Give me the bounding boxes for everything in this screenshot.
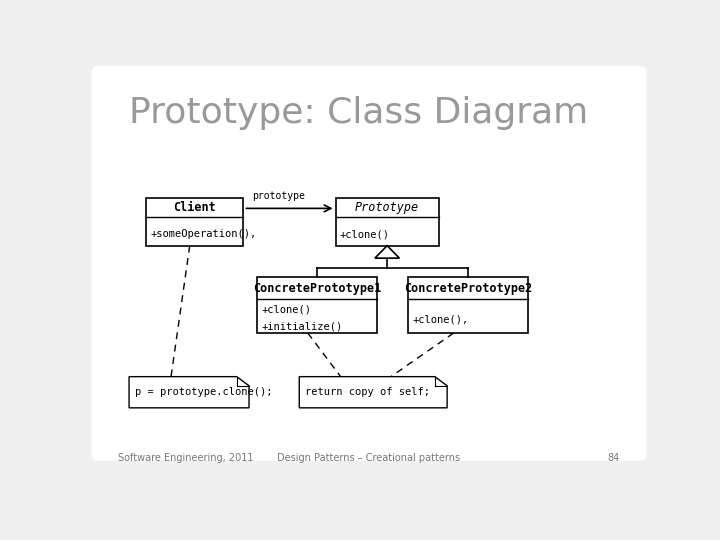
Text: 84: 84 xyxy=(608,453,620,463)
Text: ConcretePrototype1: ConcretePrototype1 xyxy=(253,281,382,295)
Text: Client: Client xyxy=(174,201,216,214)
Text: p = prototype.clone();: p = prototype.clone(); xyxy=(135,387,272,397)
Text: Prototype: Prototype xyxy=(355,201,419,214)
Text: Prototype: Class Diagram: Prototype: Class Diagram xyxy=(129,96,588,130)
Bar xyxy=(145,198,243,246)
Bar xyxy=(258,277,377,333)
Bar xyxy=(336,198,438,246)
Text: +someOperation(),: +someOperation(), xyxy=(150,229,256,239)
FancyBboxPatch shape xyxy=(91,66,647,461)
Polygon shape xyxy=(375,246,400,258)
Text: +clone(): +clone() xyxy=(262,305,312,314)
Text: ConcretePrototype2: ConcretePrototype2 xyxy=(404,281,532,295)
Bar xyxy=(408,277,528,333)
Text: +clone(): +clone() xyxy=(340,229,390,239)
Text: Design Patterns – Creational patterns: Design Patterns – Creational patterns xyxy=(277,453,461,463)
Polygon shape xyxy=(300,377,447,408)
Text: prototype: prototype xyxy=(252,191,305,201)
Text: return copy of self;: return copy of self; xyxy=(305,387,430,397)
Text: +initialize(): +initialize() xyxy=(262,321,343,331)
Polygon shape xyxy=(129,377,249,408)
Text: +clone(),: +clone(), xyxy=(413,314,469,325)
Text: Software Engineering, 2011: Software Engineering, 2011 xyxy=(118,453,253,463)
